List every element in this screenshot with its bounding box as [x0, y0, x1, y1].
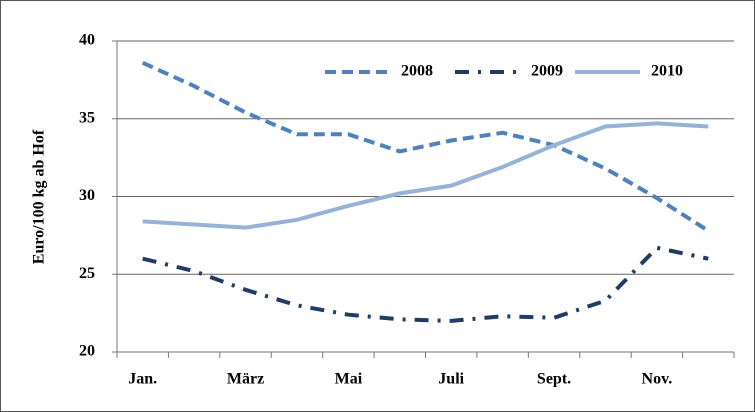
line-series — [142, 245, 709, 323]
y-tick-label: 30 — [79, 187, 95, 204]
x-tick-label: Jan. — [128, 371, 157, 388]
x-tick-label: März — [227, 371, 264, 388]
x-tick-label: Sept. — [537, 371, 571, 388]
line-series — [141, 60, 710, 233]
y-tick-label: 35 — [79, 109, 95, 126]
y-tick-label: 25 — [79, 265, 95, 282]
x-tick-label: Mai — [335, 371, 363, 388]
x-tick-label: Juli — [438, 371, 464, 388]
line-series — [142, 121, 709, 230]
y-tick-label: 20 — [79, 343, 95, 360]
y-axis-label: Euro/100 kg ab Hof — [31, 129, 48, 264]
legend-label: 2010 — [651, 63, 683, 80]
legend-label: 2009 — [531, 63, 563, 80]
legend-label: 2008 — [401, 63, 433, 80]
y-tick-label: 40 — [79, 32, 95, 49]
x-tick-label: Nov. — [642, 371, 673, 388]
